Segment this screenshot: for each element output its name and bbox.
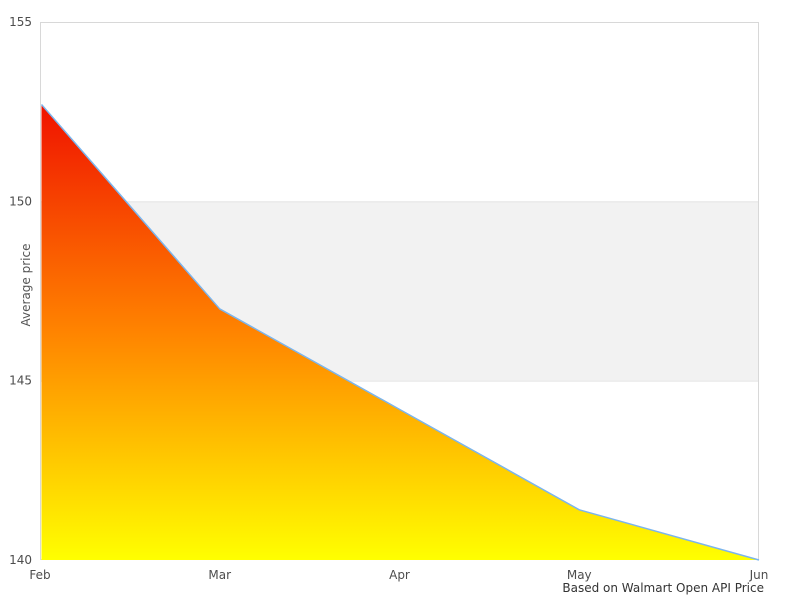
x-tick-label: Feb (29, 568, 50, 582)
y-tick-label: 155 (9, 15, 32, 29)
x-tick-label: Jun (749, 568, 769, 582)
x-tick-label: Apr (389, 568, 410, 582)
y-tick-label: 145 (9, 374, 32, 388)
y-axis-title: Average price (19, 243, 33, 327)
price-line (40, 104, 760, 561)
x-tick-label: May (567, 568, 592, 582)
y-tick-label: 140 (9, 553, 32, 567)
y-tick-label: 150 (9, 194, 32, 208)
chart-caption: Based on Walmart Open API Price (562, 581, 764, 595)
area-fill (41, 104, 759, 560)
x-tick-label: Mar (208, 568, 231, 582)
